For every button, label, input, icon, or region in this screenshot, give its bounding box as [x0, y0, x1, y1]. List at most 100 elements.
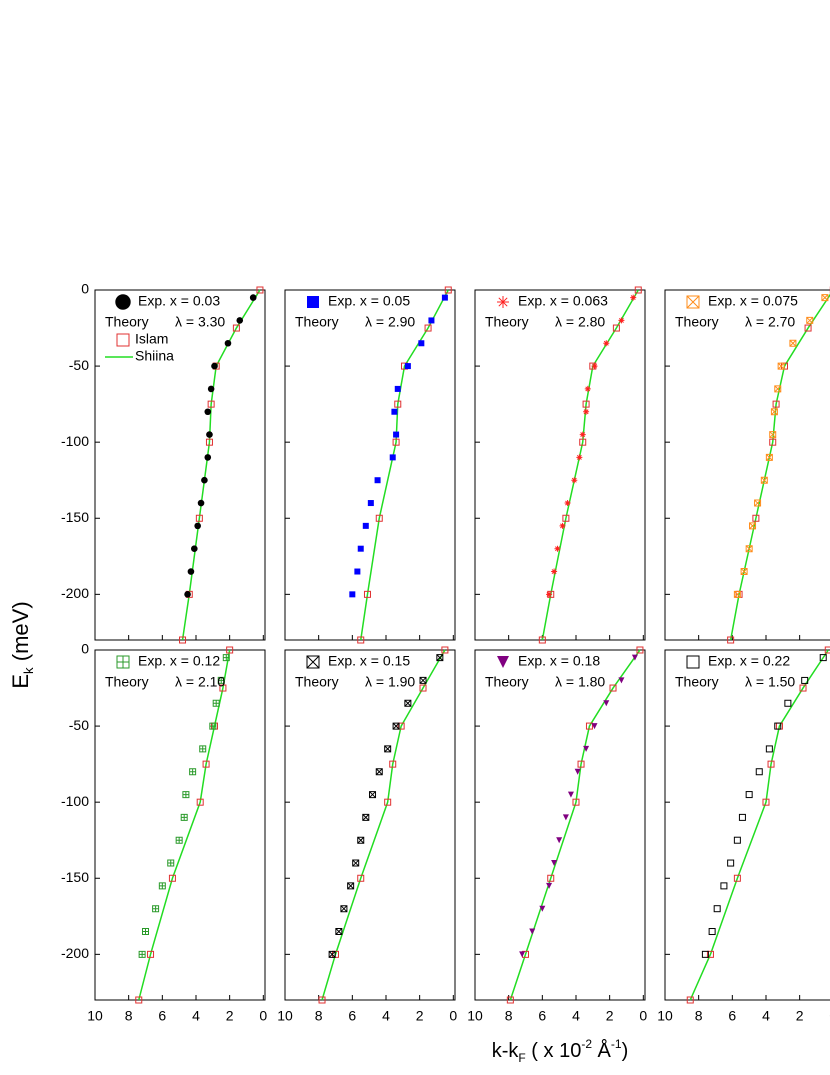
label-part: ( x 10 — [526, 1040, 582, 1062]
exp-point — [562, 814, 569, 821]
exp-point — [141, 928, 149, 936]
exp-point — [774, 385, 782, 393]
x-tick-label: 2 — [796, 1008, 804, 1024]
theory-line — [360, 289, 449, 641]
x-tick-label: 2 — [416, 1008, 424, 1024]
exp-point — [436, 654, 444, 662]
exp-point — [583, 408, 590, 415]
exp-point — [357, 836, 365, 844]
theory-point — [375, 514, 383, 522]
exp-point — [204, 408, 212, 416]
exp-point — [631, 654, 638, 661]
exp-point — [789, 339, 797, 347]
exp-point — [567, 791, 574, 798]
theory-point — [799, 684, 807, 692]
theory-point — [318, 996, 326, 1004]
x-tick-label: 0 — [259, 1008, 267, 1024]
theory-line — [541, 289, 639, 641]
x-tick-label: 6 — [348, 1008, 356, 1024]
theory-point — [394, 400, 402, 408]
legend-swatch — [306, 655, 320, 669]
exp-point — [760, 476, 768, 484]
y-tick-label: -50 — [69, 717, 89, 733]
exp-point — [138, 950, 146, 958]
label-part: k-k — [492, 1040, 520, 1062]
exp-point — [576, 454, 583, 461]
legend-swatch — [686, 655, 700, 669]
x-tick-label: 2 — [226, 1008, 234, 1024]
exp-point — [369, 791, 377, 799]
exp-point — [784, 699, 792, 707]
exp-point — [217, 676, 225, 684]
exp-point — [801, 676, 809, 684]
label-part: F — [518, 1051, 525, 1065]
exp-point — [603, 340, 610, 347]
exp-point — [583, 745, 590, 752]
exp-point — [404, 363, 411, 370]
legend-label: Islam — [135, 331, 168, 347]
theory-point — [441, 646, 449, 654]
exp-point — [529, 928, 536, 935]
label-part: -1 — [611, 1037, 622, 1051]
exp-point — [546, 591, 553, 598]
exp-point — [184, 591, 191, 598]
theory-point — [769, 438, 777, 446]
exp-point — [347, 882, 355, 890]
theory-line — [321, 649, 446, 1001]
panel-frame — [284, 289, 456, 641]
exp-point — [554, 545, 561, 552]
exp-point — [765, 745, 773, 753]
exp-point — [745, 545, 753, 553]
y-tick-label: -150 — [61, 869, 89, 885]
exp-point — [392, 722, 400, 730]
annotation: λ = 2.70 — [745, 314, 795, 330]
exp-point — [591, 363, 598, 370]
panel-frame — [94, 289, 266, 641]
exp-point — [630, 294, 637, 301]
theory-point — [562, 514, 570, 522]
annotation: λ = 2.10 — [175, 674, 225, 690]
theory-point — [609, 684, 617, 692]
exp-point — [362, 522, 369, 529]
exp-point — [175, 836, 183, 844]
exp-point — [591, 723, 598, 730]
exp-point — [236, 317, 244, 324]
theory-point — [506, 996, 514, 1004]
legend-swatch — [116, 333, 130, 347]
exp-point — [362, 813, 370, 821]
label-part: E — [8, 674, 33, 689]
theory-point — [547, 874, 555, 882]
theory-point — [424, 324, 432, 332]
theory-point — [419, 684, 427, 692]
legend-swatch — [116, 655, 130, 669]
exp-point — [727, 859, 735, 867]
legend-swatch — [497, 656, 509, 668]
exp-point — [204, 454, 212, 461]
annotation: λ = 2.90 — [365, 314, 415, 330]
exp-point — [389, 454, 396, 461]
label-part: Å — [592, 1039, 612, 1062]
y-axis-label: Ek (meV) — [8, 601, 36, 688]
exp-point — [819, 654, 827, 662]
theory-line — [729, 293, 830, 641]
exp-point — [394, 385, 401, 392]
y-tick-label: -100 — [61, 793, 89, 809]
annotation: Theory — [105, 314, 149, 330]
theory-point — [727, 636, 735, 644]
exp-point — [441, 294, 448, 301]
theory-point — [232, 324, 240, 332]
exp-point — [765, 453, 773, 461]
label-part: (meV) — [8, 601, 33, 667]
exp-point — [182, 791, 190, 799]
theory-point — [634, 286, 642, 294]
exp-point — [770, 408, 778, 416]
y-tick-label: -200 — [61, 585, 89, 601]
label-part: ) — [622, 1040, 629, 1062]
exp-point — [189, 768, 197, 776]
exp-point — [158, 882, 166, 890]
exp-point — [733, 590, 741, 598]
exp-point — [579, 431, 586, 438]
theory-point — [135, 996, 143, 1004]
theory-point — [397, 722, 405, 730]
